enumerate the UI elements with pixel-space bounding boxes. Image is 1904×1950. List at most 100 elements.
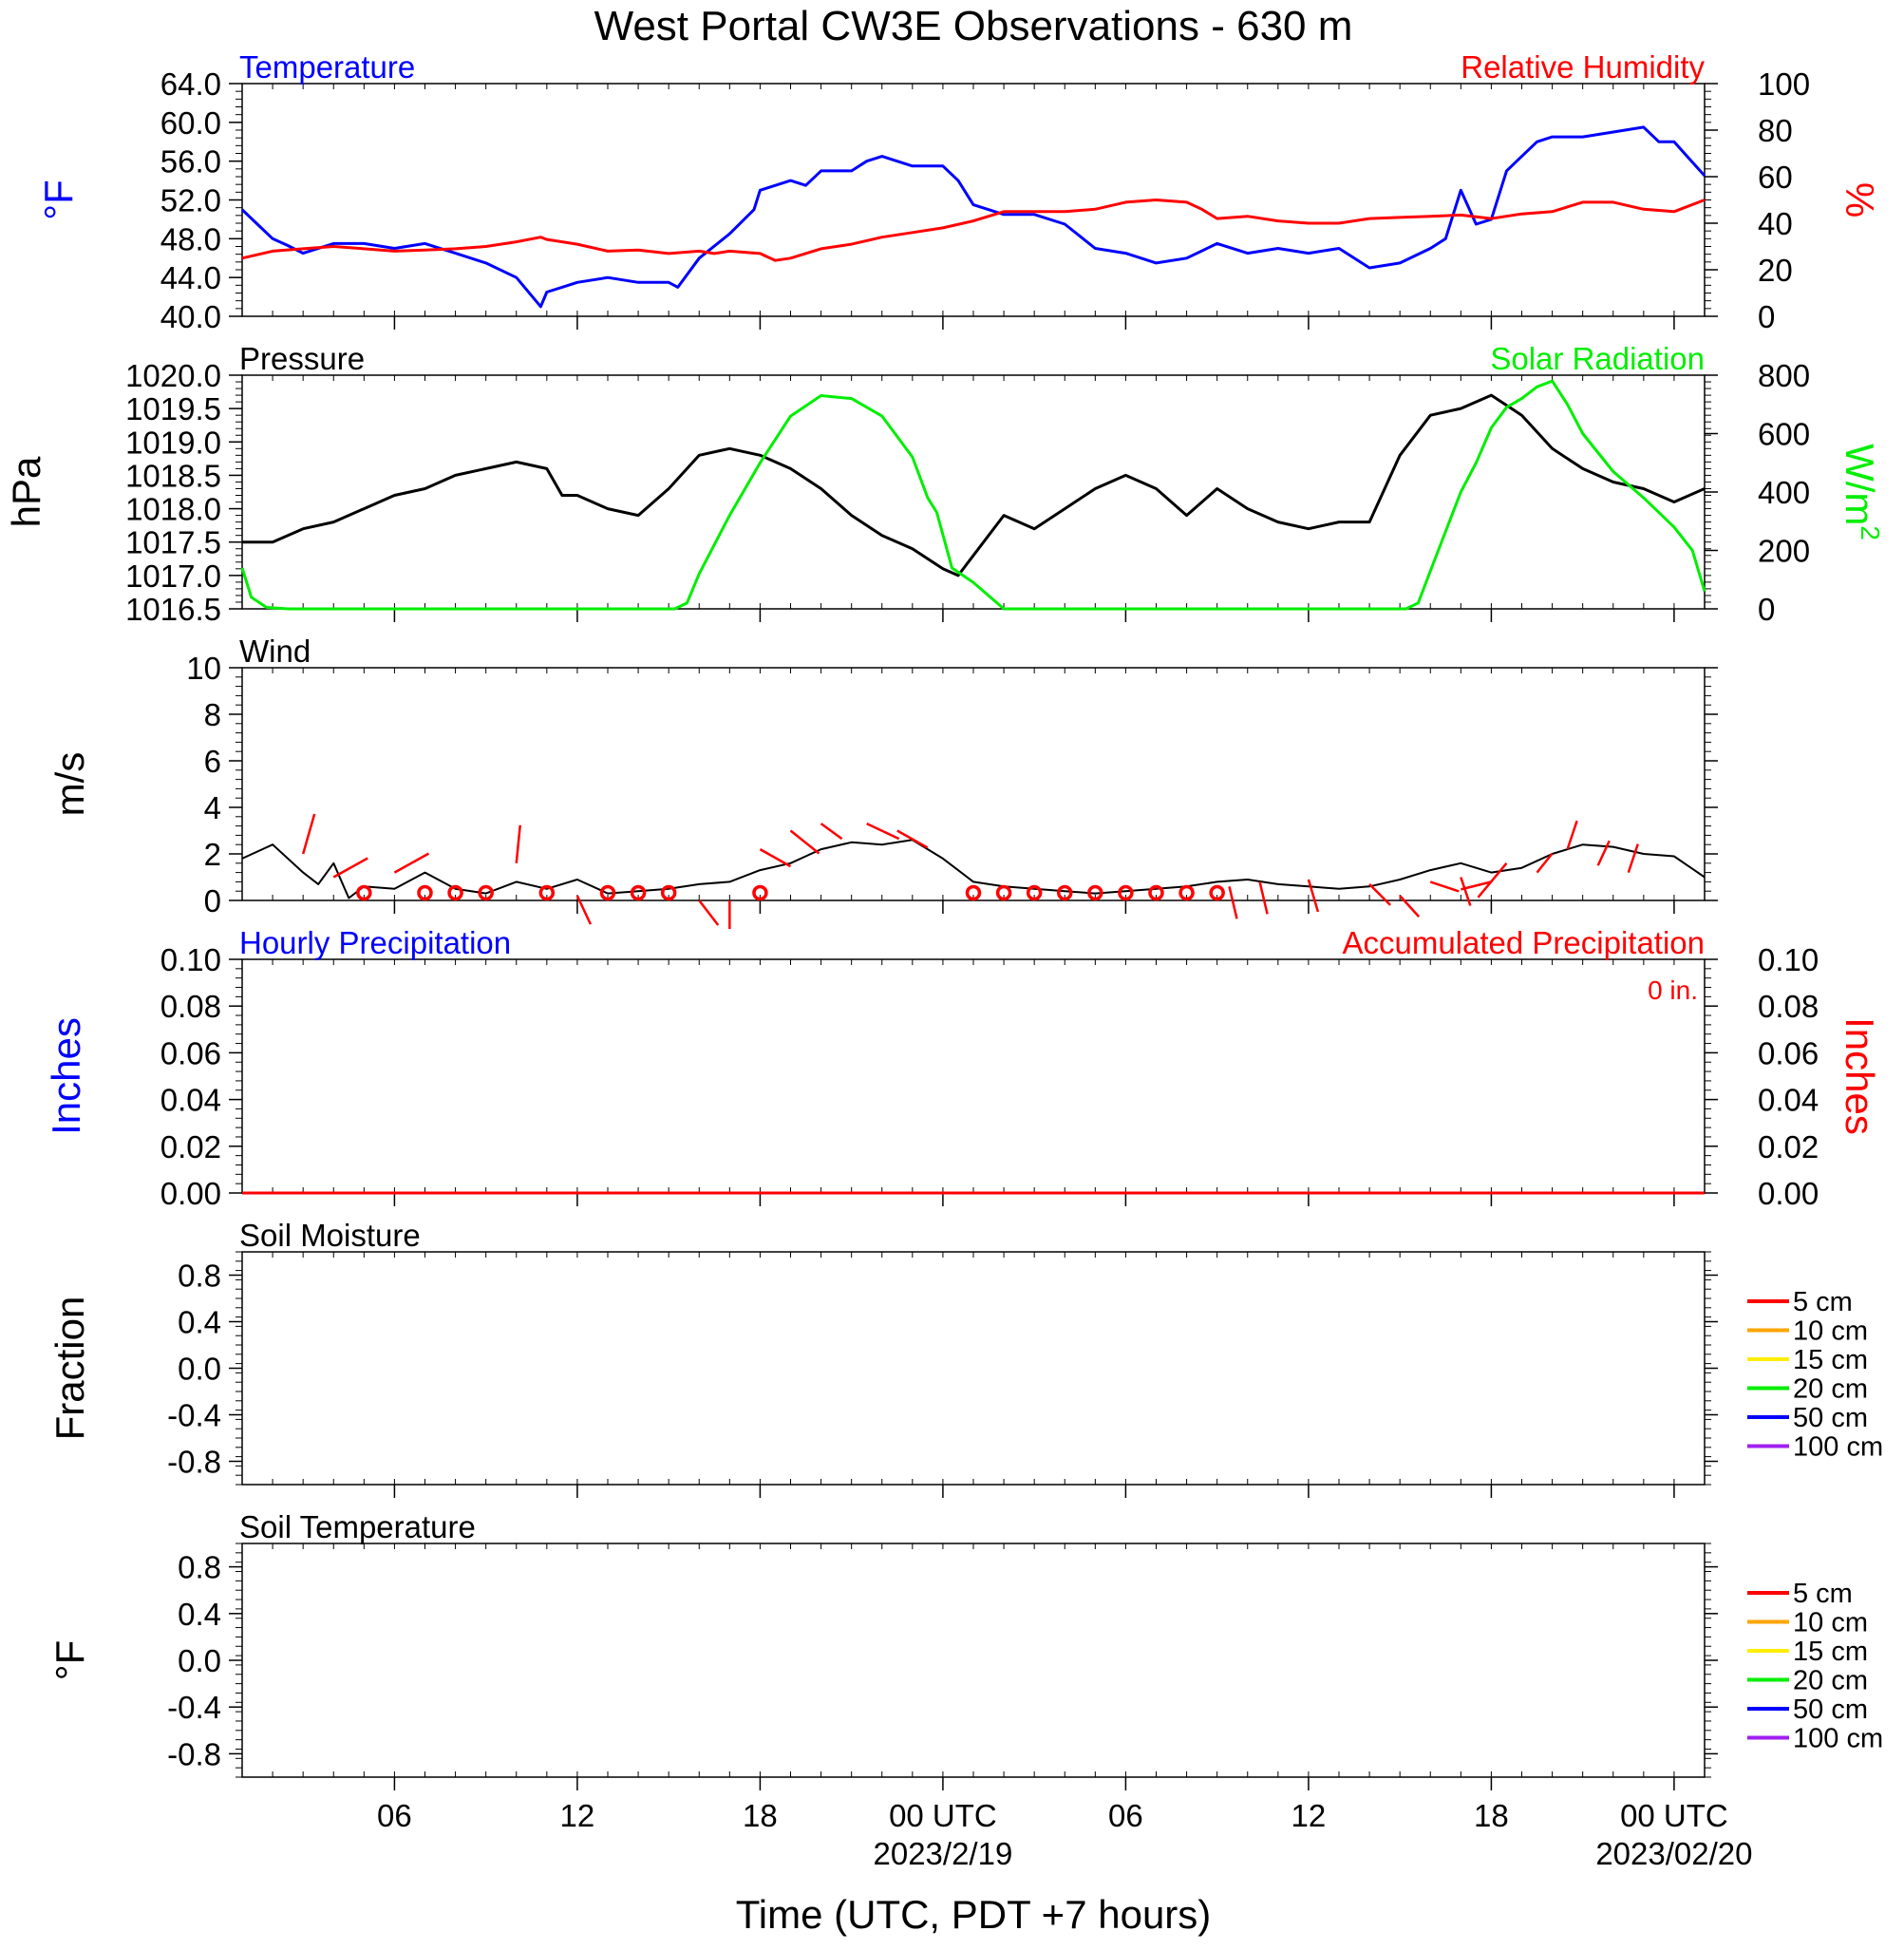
y-right-tick-label: 0.08	[1758, 989, 1819, 1024]
panel-title-left: Temperature	[239, 49, 415, 85]
x-tick-label: 06	[377, 1798, 412, 1833]
calm-wind-circle	[630, 884, 647, 901]
calm-wind-circle	[1087, 884, 1103, 901]
wind-barb	[820, 823, 843, 841]
y-left-axis-label: m/s	[47, 752, 92, 817]
legend-label: 50 cm	[1793, 1403, 1868, 1433]
panel-frame	[241, 83, 1706, 317]
wind-barb	[1460, 877, 1472, 906]
x-axis-label: Time (UTC, PDT +7 hours)	[736, 1892, 1212, 1937]
panel-frame	[241, 958, 1706, 1194]
y-left-tick-label: 1017.0	[125, 558, 221, 594]
series-pressure	[242, 393, 1706, 577]
x-tick-date-label: 2023/2/19	[874, 1836, 1013, 1871]
panel-title-right: Relative Humidity	[1461, 49, 1705, 85]
y-left-tick-label: 0.0	[178, 1643, 221, 1678]
x-tick-label: 06	[1108, 1798, 1143, 1833]
wind-barb	[1399, 895, 1421, 918]
wind-barb	[1627, 843, 1639, 873]
calm-wind-circle	[417, 884, 433, 901]
legend-label: 10 cm	[1793, 1608, 1868, 1638]
y-left-tick-label: 44.0	[160, 260, 221, 295]
wind-barb	[1258, 881, 1269, 915]
calm-wind-circle	[1209, 884, 1225, 901]
y-right-tick-label: 0.04	[1758, 1083, 1819, 1118]
y-left-tick-label: 0.0	[178, 1352, 221, 1387]
wind-barb	[1596, 840, 1611, 866]
x-tick-label: 00 UTC	[889, 1798, 997, 1833]
legend-label: 10 cm	[1793, 1316, 1868, 1347]
y-left-tick-label: 0.8	[178, 1550, 221, 1585]
panel-frame	[241, 1543, 1706, 1778]
legend-label: 5 cm	[1793, 1287, 1853, 1317]
panel-title-left: Soil Moisture	[239, 1218, 421, 1253]
legend-label: 15 cm	[1793, 1345, 1868, 1375]
wind-barb	[1368, 882, 1391, 906]
panel-title-left: Wind	[239, 634, 311, 669]
y-right-axis-label-base: W/m	[1838, 444, 1882, 525]
wind-barb	[393, 852, 430, 874]
y-right-axis-label: Inches	[1838, 1017, 1882, 1135]
y-right-tick-label: 0	[1758, 592, 1775, 627]
y-left-axis-label: Fraction	[47, 1297, 92, 1441]
wind-barb	[698, 899, 720, 926]
panel-4: 0.00 0.02 0.04 0.06 0.08 0.10 0.00 0.02 0.04 0.06…	[44, 925, 1882, 1211]
y-left-tick-label: 0.06	[160, 1035, 221, 1070]
y-left-tick-label: 1016.5	[125, 592, 221, 627]
y-left-tick-label: 0.10	[160, 942, 221, 977]
figure-title: West Portal CW3E Observations - 630 m	[594, 3, 1353, 49]
wind-barb	[1307, 879, 1320, 913]
wind-barb	[515, 824, 521, 863]
series-temperature	[240, 125, 1706, 309]
y-right-tick-label: 20	[1758, 253, 1793, 288]
series-wind	[241, 839, 1706, 899]
wind-barb	[896, 829, 929, 849]
y-right-axis-label-sup: 2	[1856, 525, 1885, 540]
y-left-tick-label: -0.8	[167, 1736, 221, 1771]
wind-barb	[1461, 880, 1492, 891]
calm-wind-circle	[478, 884, 494, 901]
y-right-tick-label: 0.10	[1758, 942, 1819, 977]
wind-barb	[1536, 852, 1554, 874]
y-left-axis-label: °F	[47, 1640, 92, 1680]
y-left-tick-label: 8	[204, 697, 221, 732]
panel-title-right: Accumulated Precipitation	[1342, 925, 1705, 960]
y-right-tick-label: 200	[1758, 534, 1810, 569]
wind-barb	[1477, 861, 1508, 899]
y-right-tick-label: 0	[1758, 299, 1775, 334]
legend-label: 20 cm	[1793, 1666, 1868, 1696]
y-left-tick-label: -0.4	[167, 1690, 221, 1725]
legend-label: 100 cm	[1793, 1724, 1883, 1754]
wind-barb	[759, 848, 792, 868]
y-right-axis-label: %	[1838, 182, 1882, 218]
x-tick-label: 18	[743, 1798, 778, 1833]
calm-wind-circle	[1178, 884, 1195, 901]
y-left-tick-label: 1019.5	[125, 391, 221, 426]
y-left-tick-label: 2	[204, 837, 221, 872]
panel-title-right: Solar Radiation	[1490, 341, 1705, 376]
y-right-tick-label: 0.00	[1758, 1176, 1819, 1211]
wind-barb	[575, 895, 593, 925]
y-right-tick-label: 400	[1758, 475, 1810, 510]
legend-label: 15 cm	[1793, 1637, 1868, 1667]
panel-title-left: Hourly Precipitation	[239, 925, 511, 960]
y-left-tick-label: 0.4	[178, 1305, 221, 1340]
y-right-tick-label: 800	[1758, 358, 1810, 393]
calm-wind-circle	[599, 884, 616, 901]
y-left-tick-label: 60.0	[160, 105, 221, 141]
series-relative-humidity	[241, 199, 1706, 262]
y-right-tick-label: 40	[1758, 206, 1793, 241]
wind-barb	[332, 857, 368, 879]
y-left-tick-label: 48.0	[160, 221, 221, 256]
calm-wind-circle	[752, 884, 768, 901]
y-left-tick-label: 52.0	[160, 183, 221, 218]
wind-barb	[789, 829, 820, 855]
panel-3: 0 2 4 6 8 10 Wind m/s	[47, 634, 1718, 929]
y-left-tick-label: 10	[186, 651, 221, 686]
y-left-tick-label: 1018.0	[125, 492, 221, 527]
y-right-tick-label: 0.02	[1758, 1129, 1819, 1164]
y-left-tick-label: -0.8	[167, 1445, 221, 1480]
y-right-tick-label: 100	[1758, 66, 1810, 102]
